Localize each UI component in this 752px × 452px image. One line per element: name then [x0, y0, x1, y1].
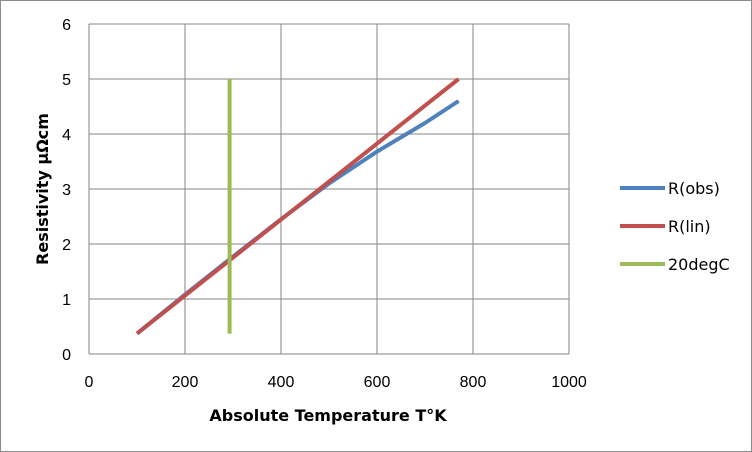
- series-line-2: [135, 77, 460, 336]
- x-tick-label: 600: [364, 374, 391, 391]
- legend-label: R(obs): [668, 179, 720, 198]
- x-axis-title: Absolute Temperature T°K: [209, 406, 447, 425]
- y-tick-labels: 0 1 2 3 4 5 6: [62, 17, 71, 364]
- y-tick-label: 2: [62, 237, 71, 254]
- grid: [88, 23, 570, 355]
- y-tick-label: 0: [62, 347, 71, 364]
- x-tick-labels: 0 200 400 600 800 1000: [85, 374, 587, 391]
- x-tick-label: 0: [85, 374, 94, 391]
- y-axis-title: Resistivity µΩcm: [33, 113, 52, 265]
- y-tick-label: 3: [62, 182, 71, 199]
- x-tick-label: 200: [172, 374, 199, 391]
- x-tick-label: 800: [460, 374, 487, 391]
- legend: R(obs) R(lin) 20degC: [620, 179, 730, 274]
- legend-label: R(lin): [668, 217, 711, 236]
- x-tick-label: 400: [268, 374, 295, 391]
- y-tick-label: 5: [62, 72, 71, 89]
- y-tick-label: 6: [62, 17, 71, 34]
- legend-label: 20degC: [668, 255, 730, 274]
- x-tick-label: 1000: [551, 374, 587, 391]
- y-tick-label: 1: [62, 292, 71, 309]
- series-layer: [135, 77, 460, 336]
- y-tick-label: 4: [62, 127, 71, 144]
